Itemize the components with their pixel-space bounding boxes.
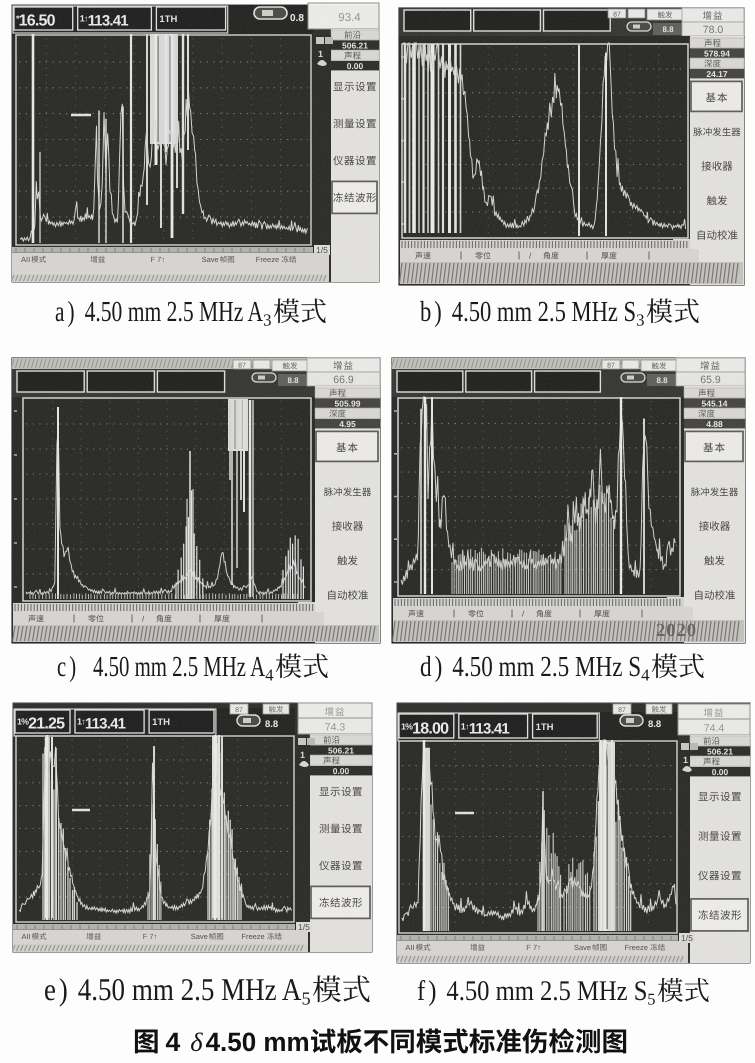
svg-text:4.50 mm 2.5 MHz S: 4.50 mm 2.5 MHz S — [452, 651, 641, 683]
svg-text:): ) — [69, 651, 76, 683]
svg-text:4: 4 — [166, 1027, 181, 1057]
svg-text:b: b — [420, 296, 431, 328]
svg-text:): ) — [428, 976, 436, 1007]
svg-text:): ) — [59, 972, 68, 1007]
svg-text:4.50 mm 2.5 MHz A: 4.50 mm 2.5 MHz A — [93, 651, 265, 683]
svg-text:3: 3 — [263, 311, 271, 330]
svg-text:4.50 mm 2.5 MHz A: 4.50 mm 2.5 MHz A — [85, 296, 264, 328]
svg-text:4.50 mm 2.5 MHz S: 4.50 mm 2.5 MHz S — [452, 296, 636, 328]
svg-text:4: 4 — [265, 666, 274, 685]
svg-text:d: d — [420, 651, 432, 683]
svg-text:4.50 mm: 4.50 mm — [206, 1027, 310, 1057]
svg-text:c: c — [57, 651, 66, 683]
svg-text:e: e — [44, 972, 56, 1007]
svg-text:): ) — [435, 651, 443, 683]
svg-text:3: 3 — [636, 311, 644, 330]
svg-text:a: a — [55, 296, 65, 328]
svg-text:): ) — [68, 296, 75, 328]
svg-text:4.50 mm 2.5 MHz S: 4.50 mm 2.5 MHz S — [446, 976, 647, 1007]
svg-text:δ: δ — [190, 1027, 203, 1057]
svg-text:): ) — [434, 296, 442, 328]
svg-text:5: 5 — [302, 989, 311, 1009]
svg-text:f: f — [417, 976, 426, 1007]
svg-text:4.50 mm 2.5 MHz A: 4.50 mm 2.5 MHz A — [78, 972, 302, 1007]
svg-text:5: 5 — [647, 990, 655, 1009]
svg-text:4: 4 — [641, 666, 650, 685]
